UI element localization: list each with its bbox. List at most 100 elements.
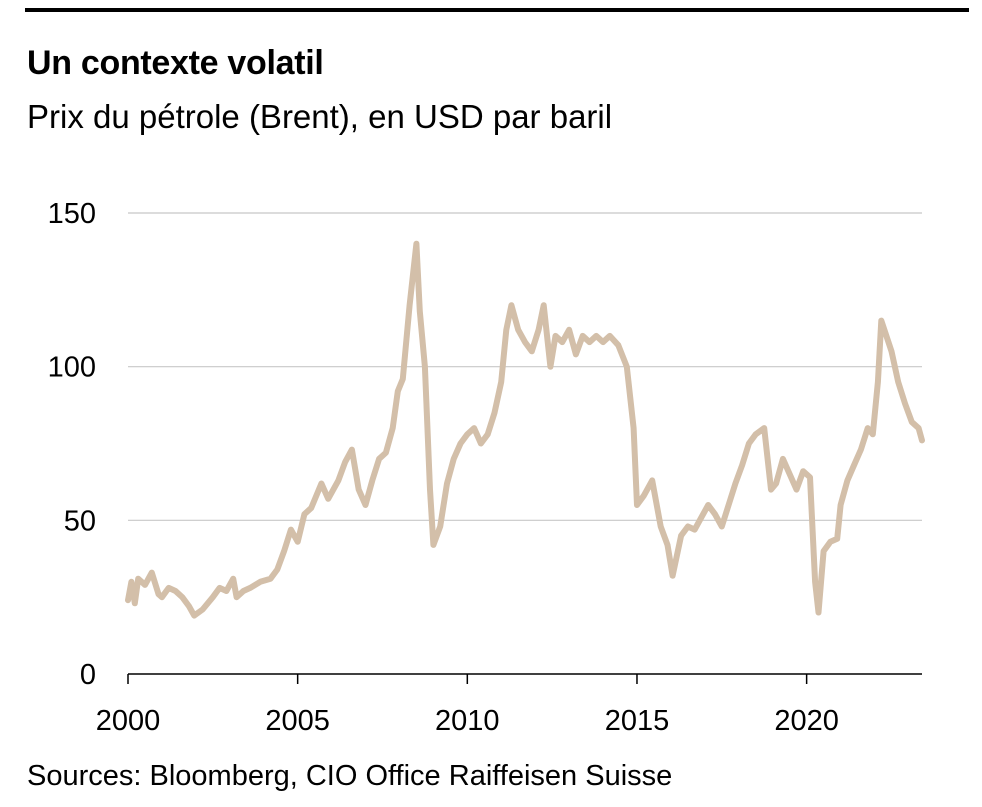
data-point: [478, 441, 484, 446]
chart-subtitle: Prix du pétrole (Brent), en USD par bari…: [27, 98, 613, 135]
data-point: [288, 527, 294, 533]
data-point: [916, 425, 922, 431]
axes: [127, 673, 922, 684]
data-point: [186, 603, 192, 609]
data-point: [430, 542, 436, 548]
data-point: [732, 481, 738, 486]
data-point: [726, 502, 732, 508]
data-point: [458, 441, 463, 446]
data-point: [670, 573, 676, 579]
data-point: [156, 591, 161, 597]
data-point: [437, 524, 443, 529]
data-point: [768, 487, 774, 493]
data-point: [909, 419, 915, 425]
data-point: [503, 327, 509, 333]
data-point: [593, 333, 599, 339]
x-tick-label: 2000: [96, 705, 161, 737]
source-note: Sources: Bloomberg, CIO Office Raiffeise…: [27, 760, 673, 792]
data-point: [522, 339, 528, 345]
x-tick-label: 2015: [605, 705, 670, 737]
data-point: [698, 514, 704, 520]
data-point: [685, 524, 691, 529]
data-point: [631, 425, 637, 431]
data-point: [712, 511, 718, 517]
data-point: [427, 487, 433, 493]
data-point: [247, 585, 253, 591]
data-point: [919, 437, 925, 443]
y-tick-label: 50: [64, 505, 96, 537]
data-point: [295, 539, 301, 545]
data-point: [587, 339, 592, 345]
data-point: [318, 481, 324, 486]
data-point: [665, 542, 670, 548]
data-point: [794, 487, 799, 493]
x-tick-label: 2010: [435, 705, 500, 737]
data-point: [400, 376, 406, 382]
data-point: [649, 477, 655, 483]
data-point: [159, 594, 165, 600]
data-point: [821, 548, 827, 554]
data-point: [417, 308, 423, 314]
data-point: [210, 594, 216, 600]
y-tick-label: 100: [48, 352, 96, 384]
data-point: [739, 462, 745, 468]
data-point: [529, 348, 535, 354]
y-axis-tick-labels: 0 50 100 150: [48, 198, 96, 691]
series-line-brent: [125, 240, 925, 619]
data-point: [492, 410, 497, 416]
data-point: [257, 579, 263, 585]
x-tick-label: 2005: [265, 705, 330, 737]
data-point: [573, 351, 579, 357]
data-point: [395, 388, 401, 394]
data-point: [553, 333, 558, 339]
data-point: [142, 582, 148, 588]
data-point: [383, 450, 389, 456]
data-point: [858, 447, 864, 453]
data-point: [498, 379, 504, 385]
data-point: [566, 327, 572, 333]
data-point: [485, 431, 491, 437]
data-point: [281, 548, 287, 554]
data-point: [870, 431, 876, 437]
data-point: [844, 477, 850, 483]
data-point: [125, 597, 131, 603]
data-point: [851, 462, 857, 468]
data-point: [807, 474, 813, 480]
data-point: [634, 502, 640, 508]
data-point: [780, 456, 786, 462]
data-point: [342, 459, 348, 465]
data-point: [325, 496, 331, 502]
data-point: [335, 477, 341, 483]
data-point: [787, 471, 793, 477]
data-point: [547, 364, 553, 370]
data-point: [834, 536, 840, 542]
data-point: [200, 607, 206, 612]
data-point: [223, 588, 229, 594]
data-point: [301, 511, 307, 517]
data-point: [173, 588, 178, 594]
data-point: [128, 579, 134, 585]
data-point: [349, 447, 355, 453]
data-point: [191, 613, 197, 619]
data-point: [240, 588, 246, 594]
data-point: [508, 302, 514, 308]
data-point: [878, 318, 884, 324]
x-axis-tick-labels: 2000 2005 2010 2015 2020: [96, 705, 839, 737]
x-tick-label: 2020: [774, 705, 839, 737]
data-point: [230, 576, 236, 582]
data-point: [838, 502, 844, 508]
data-point: [536, 327, 542, 333]
data-point: [234, 594, 240, 600]
data-point: [580, 333, 586, 339]
data-point: [407, 302, 413, 308]
data-point: [363, 502, 368, 508]
data-point: [624, 364, 630, 370]
data-point: [678, 533, 684, 539]
data-point: [541, 302, 547, 308]
data-point: [719, 524, 725, 529]
data-point: [641, 493, 647, 499]
series-layer: [125, 240, 925, 619]
data-point: [451, 456, 457, 462]
y-tick-label: 150: [48, 198, 96, 230]
